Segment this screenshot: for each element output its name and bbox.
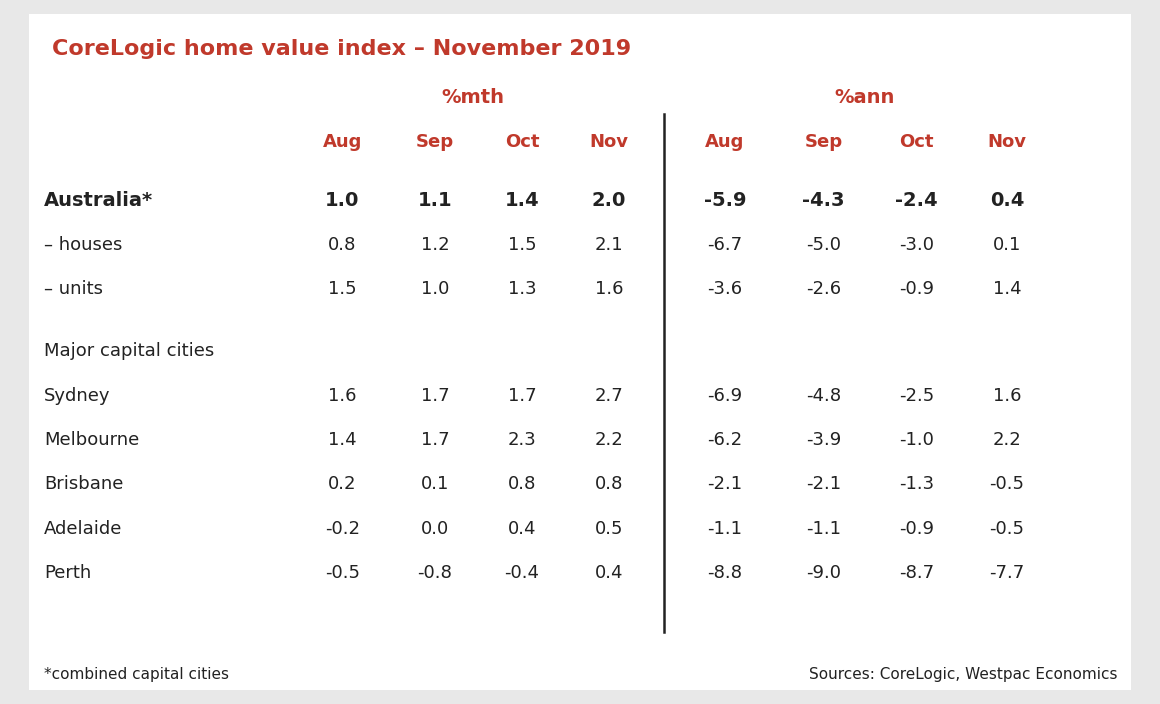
- Text: Adelaide: Adelaide: [44, 520, 123, 538]
- Text: -8.7: -8.7: [899, 564, 934, 582]
- Text: 2.2: 2.2: [993, 431, 1021, 449]
- Text: Aug: Aug: [322, 133, 362, 151]
- Text: -2.1: -2.1: [806, 475, 841, 494]
- Text: -2.1: -2.1: [708, 475, 742, 494]
- Text: -1.1: -1.1: [806, 520, 841, 538]
- Text: 0.8: 0.8: [328, 236, 356, 254]
- Text: -0.4: -0.4: [505, 564, 539, 582]
- Text: Nov: Nov: [589, 133, 629, 151]
- Text: 1.4: 1.4: [328, 431, 356, 449]
- Text: 2.1: 2.1: [595, 236, 623, 254]
- Text: -0.9: -0.9: [899, 280, 934, 298]
- Text: 2.7: 2.7: [595, 386, 623, 405]
- Text: -6.7: -6.7: [708, 236, 742, 254]
- Text: CoreLogic home value index – November 2019: CoreLogic home value index – November 20…: [52, 39, 631, 58]
- Text: Oct: Oct: [899, 133, 934, 151]
- Text: 1.7: 1.7: [421, 431, 449, 449]
- Text: 0.1: 0.1: [421, 475, 449, 494]
- Text: -8.8: -8.8: [708, 564, 742, 582]
- Text: 0.4: 0.4: [595, 564, 623, 582]
- Text: -7.7: -7.7: [989, 564, 1024, 582]
- Text: 1.5: 1.5: [328, 280, 356, 298]
- Text: 1.0: 1.0: [421, 280, 449, 298]
- Text: -0.9: -0.9: [899, 520, 934, 538]
- Text: Brisbane: Brisbane: [44, 475, 123, 494]
- Text: 1.6: 1.6: [993, 386, 1021, 405]
- Text: 1.6: 1.6: [328, 386, 356, 405]
- Text: 2.0: 2.0: [592, 191, 626, 210]
- Text: 2.2: 2.2: [595, 431, 623, 449]
- Text: Sep: Sep: [805, 133, 842, 151]
- Text: %mth: %mth: [442, 88, 505, 106]
- Text: Oct: Oct: [505, 133, 539, 151]
- Text: -1.3: -1.3: [899, 475, 934, 494]
- Text: 1.2: 1.2: [421, 236, 449, 254]
- Text: -3.6: -3.6: [708, 280, 742, 298]
- Text: 0.5: 0.5: [595, 520, 623, 538]
- Text: -1.1: -1.1: [708, 520, 742, 538]
- Text: -9.0: -9.0: [806, 564, 841, 582]
- Text: 1.3: 1.3: [508, 280, 536, 298]
- Text: 1.4: 1.4: [505, 191, 539, 210]
- Text: -4.8: -4.8: [806, 386, 841, 405]
- Text: -5.0: -5.0: [806, 236, 841, 254]
- Text: -0.2: -0.2: [325, 520, 360, 538]
- Text: Major capital cities: Major capital cities: [44, 342, 215, 360]
- Text: – houses: – houses: [44, 236, 123, 254]
- Text: 1.5: 1.5: [508, 236, 536, 254]
- Text: Sources: CoreLogic, Westpac Economics: Sources: CoreLogic, Westpac Economics: [809, 667, 1117, 682]
- Text: 1.4: 1.4: [993, 280, 1021, 298]
- Text: 0.4: 0.4: [508, 520, 536, 538]
- Text: Nov: Nov: [987, 133, 1027, 151]
- Text: Perth: Perth: [44, 564, 92, 582]
- Text: -1.0: -1.0: [899, 431, 934, 449]
- Text: 1.1: 1.1: [418, 191, 452, 210]
- Text: 1.7: 1.7: [421, 386, 449, 405]
- Text: -6.9: -6.9: [708, 386, 742, 405]
- Text: – units: – units: [44, 280, 103, 298]
- Text: %ann: %ann: [834, 88, 894, 106]
- FancyBboxPatch shape: [29, 14, 1131, 690]
- Text: -4.3: -4.3: [803, 191, 844, 210]
- Text: Australia*: Australia*: [44, 191, 153, 210]
- Text: Sep: Sep: [416, 133, 454, 151]
- Text: -3.0: -3.0: [899, 236, 934, 254]
- Text: -0.8: -0.8: [418, 564, 452, 582]
- Text: -2.5: -2.5: [899, 386, 934, 405]
- Text: 1.6: 1.6: [595, 280, 623, 298]
- Text: -6.2: -6.2: [708, 431, 742, 449]
- Text: -2.6: -2.6: [806, 280, 841, 298]
- Text: 0.8: 0.8: [595, 475, 623, 494]
- Text: -2.4: -2.4: [896, 191, 937, 210]
- Text: 2.3: 2.3: [508, 431, 536, 449]
- Text: -5.9: -5.9: [704, 191, 746, 210]
- Text: Aug: Aug: [705, 133, 745, 151]
- Text: 0.8: 0.8: [508, 475, 536, 494]
- Text: 0.4: 0.4: [989, 191, 1024, 210]
- Text: 1.7: 1.7: [508, 386, 536, 405]
- Text: -0.5: -0.5: [989, 475, 1024, 494]
- Text: -3.9: -3.9: [806, 431, 841, 449]
- Text: 0.0: 0.0: [421, 520, 449, 538]
- Text: 1.0: 1.0: [325, 191, 360, 210]
- Text: -0.5: -0.5: [325, 564, 360, 582]
- Text: 0.1: 0.1: [993, 236, 1021, 254]
- Text: -0.5: -0.5: [989, 520, 1024, 538]
- Text: 0.2: 0.2: [328, 475, 356, 494]
- Text: Melbourne: Melbourne: [44, 431, 139, 449]
- Text: Sydney: Sydney: [44, 386, 110, 405]
- Text: *combined capital cities: *combined capital cities: [44, 667, 229, 682]
